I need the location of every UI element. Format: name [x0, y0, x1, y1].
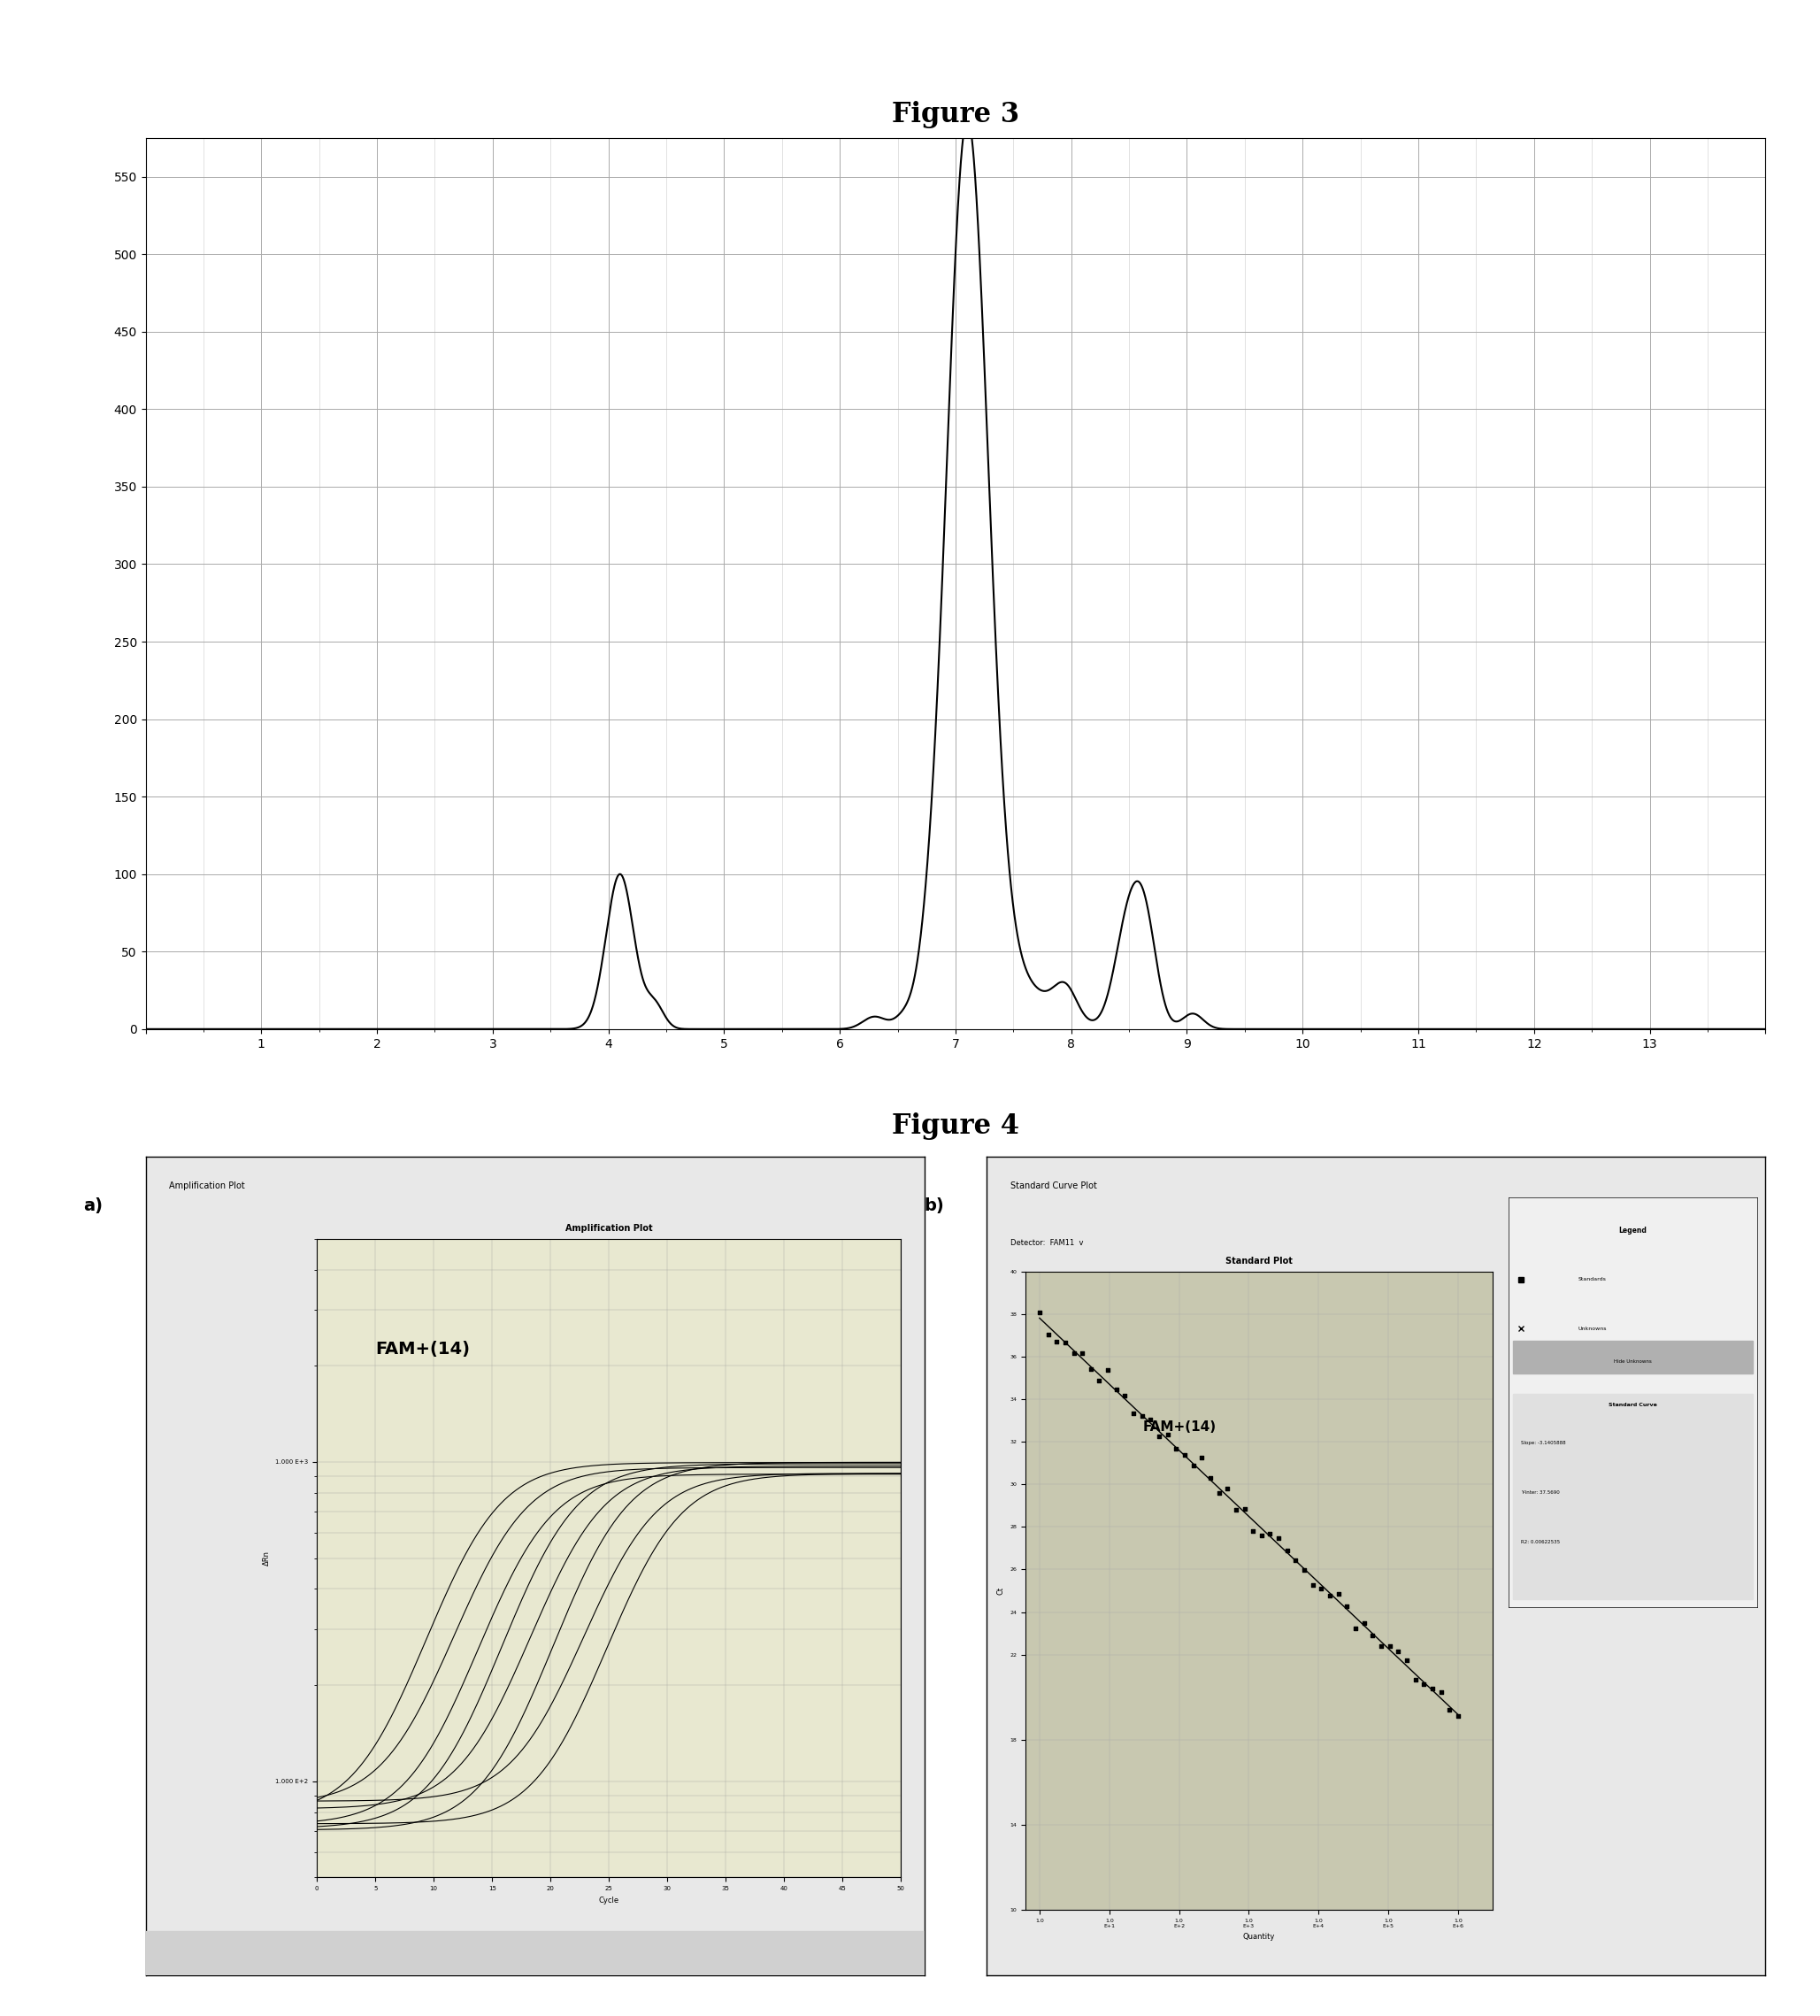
Text: Figure 4: Figure 4: [892, 1113, 1019, 1139]
Text: Detector: FAM11  Plot: ΔRn vs. Cycle    Threshold: 300.0: Detector: FAM11 Plot: ΔRn vs. Cycle Thre…: [162, 1949, 369, 1958]
Bar: [146, 1931, 925, 1976]
Text: a): a): [84, 1198, 102, 1214]
Text: Amplification Plot: Amplification Plot: [169, 1181, 246, 1189]
Text: Standard Curve Plot: Standard Curve Plot: [1010, 1181, 1097, 1189]
Text: Figure 3: Figure 3: [892, 101, 1019, 129]
Text: Detector:  FAM11  v: Detector: FAM11 v: [1010, 1238, 1083, 1246]
Text: b): b): [925, 1198, 945, 1214]
